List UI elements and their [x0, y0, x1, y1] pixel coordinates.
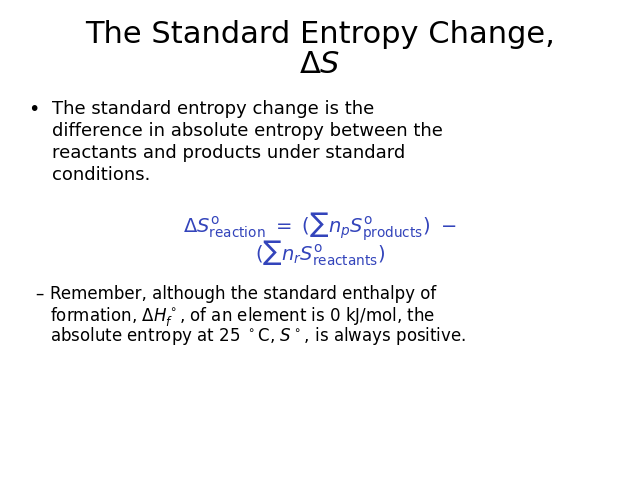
Text: –: –: [35, 285, 44, 303]
Text: $\Delta S^\mathrm{o}_\mathrm{reaction}\ =\ (\sum n_p S^\mathrm{o}_\mathrm{produc: $\Delta S^\mathrm{o}_\mathrm{reaction}\ …: [183, 210, 457, 243]
Text: Remember, although the standard enthalpy of: Remember, although the standard enthalpy…: [50, 285, 436, 303]
Text: conditions.: conditions.: [52, 166, 150, 184]
Text: The standard entropy change is the: The standard entropy change is the: [52, 100, 374, 118]
Text: difference in absolute entropy between the: difference in absolute entropy between t…: [52, 122, 443, 140]
Text: $\Delta S$: $\Delta S$: [300, 50, 340, 79]
Text: reactants and products under standard: reactants and products under standard: [52, 144, 405, 162]
Text: •: •: [28, 100, 40, 119]
Text: The Standard Entropy Change,: The Standard Entropy Change,: [85, 20, 555, 49]
Text: formation, $\Delta H_f^\circ$, of an element is 0 kJ/mol, the: formation, $\Delta H_f^\circ$, of an ele…: [50, 305, 435, 328]
Text: absolute entropy at 25 $^\circ$C, $S^\circ$, is always positive.: absolute entropy at 25 $^\circ$C, $S^\ci…: [50, 325, 466, 347]
Text: $(\sum n_r S^\mathrm{o}_\mathrm{reactants})$: $(\sum n_r S^\mathrm{o}_\mathrm{reactant…: [255, 238, 385, 267]
